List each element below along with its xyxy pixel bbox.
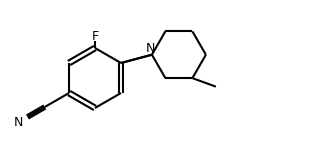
Text: F: F	[91, 29, 99, 42]
Text: N: N	[146, 42, 156, 55]
Text: N: N	[14, 115, 24, 129]
